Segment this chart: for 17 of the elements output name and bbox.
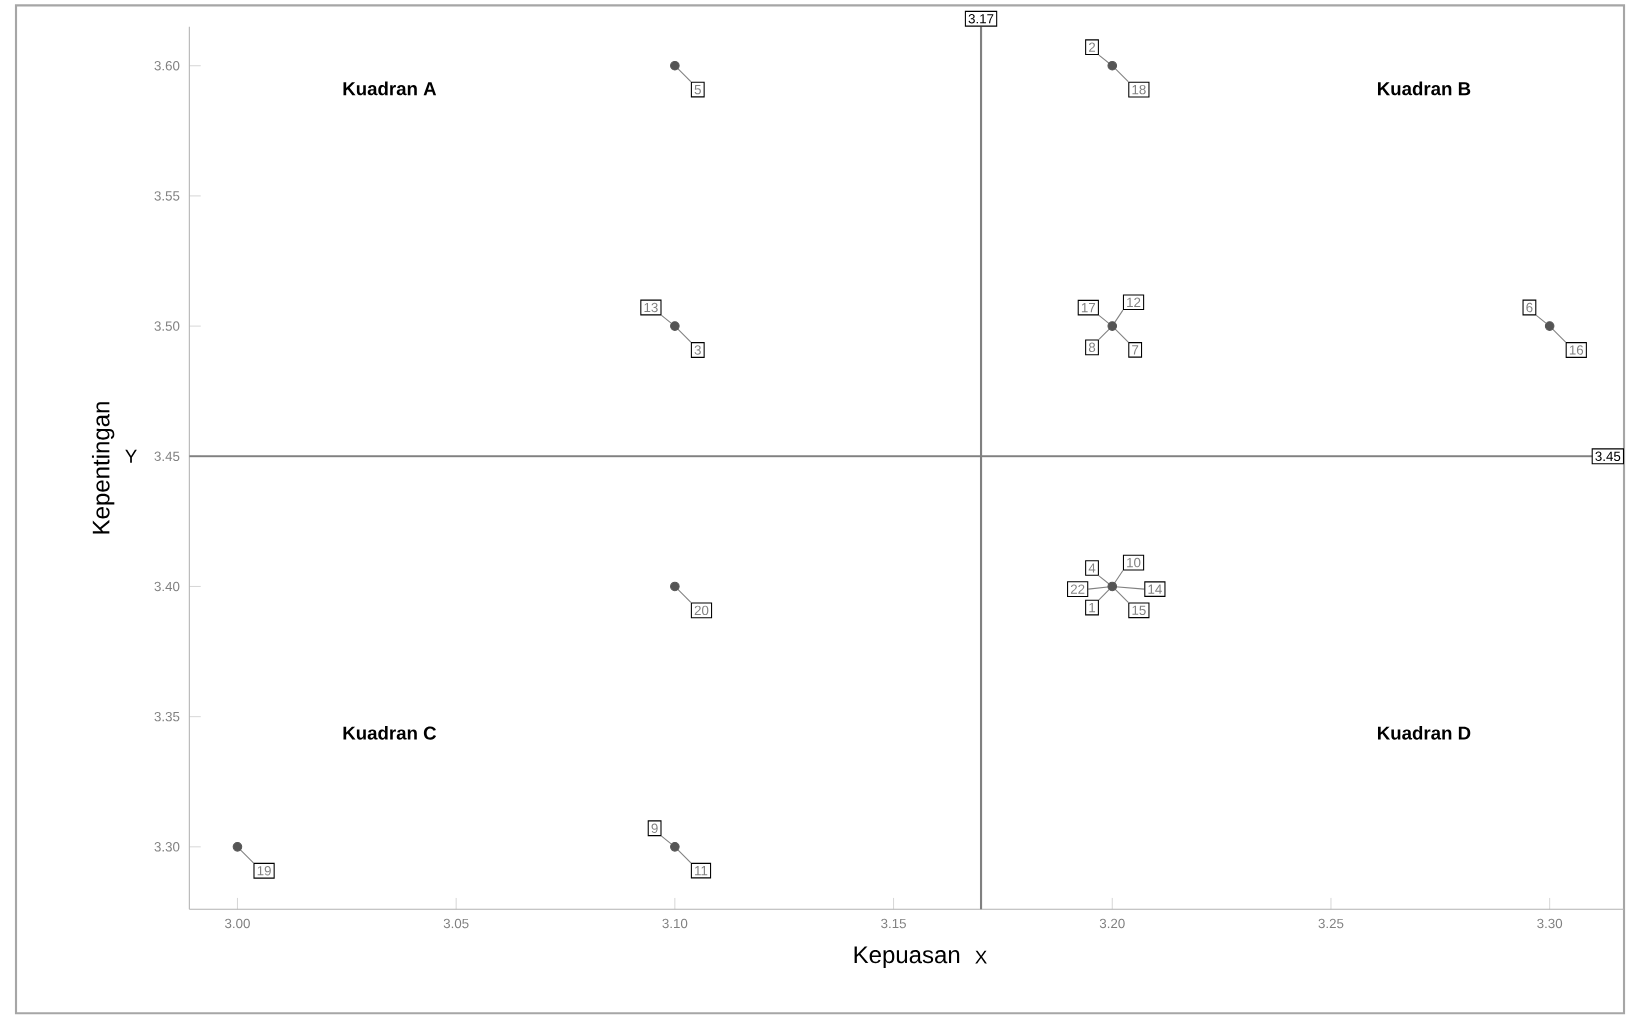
point: [1544, 321, 1555, 331]
point: [670, 321, 680, 331]
y-axis-title: Kepentingan: [91, 402, 115, 534]
point: [670, 581, 680, 592]
point: [232, 842, 243, 852]
annotation: Kuadran B: [1377, 81, 1471, 96]
annotation: Kuadran D: [1377, 725, 1471, 740]
x-axis-title: Kepuasan: [854, 946, 960, 968]
point: [670, 842, 680, 852]
annotation: Kuadran C: [343, 725, 437, 740]
point: [1107, 321, 1118, 331]
point: [1107, 60, 1118, 71]
point: [670, 60, 680, 71]
annotation: Kuadran A: [343, 81, 437, 96]
text: X: [975, 950, 987, 964]
point: [1107, 581, 1118, 592]
text: Y: [125, 449, 137, 463]
